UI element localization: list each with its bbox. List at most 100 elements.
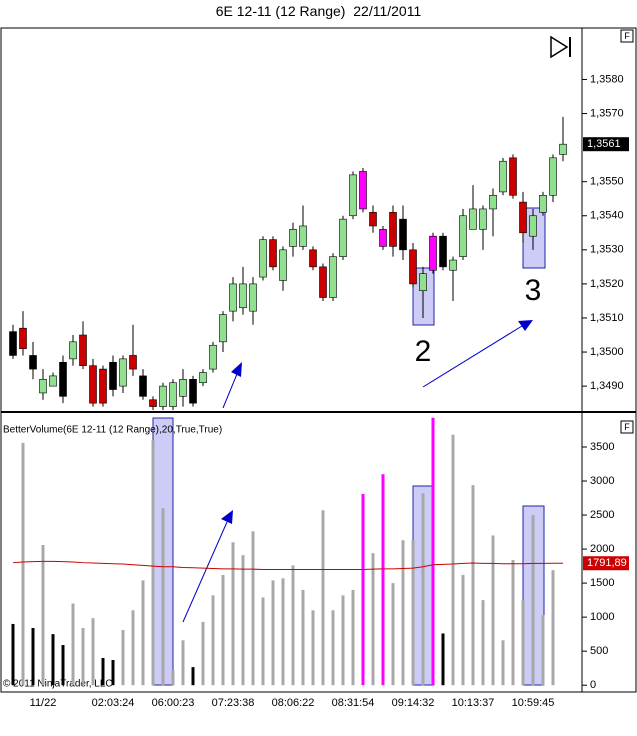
current-value-marker <box>583 137 629 152</box>
y-tick-label: 1500 <box>590 577 614 589</box>
panel-button-label[interactable]: F <box>624 31 630 41</box>
candle-body <box>549 157 557 196</box>
current-value-label: 1,3561 <box>587 138 621 150</box>
volume-bar <box>321 510 325 686</box>
arrow-head <box>221 510 233 524</box>
volume-bar <box>461 574 465 686</box>
volume-bar <box>211 595 215 686</box>
volume-bar <box>431 417 435 686</box>
panel-button-label[interactable]: F <box>624 422 630 432</box>
copyright: © 2011 NinjaTrader, LLC <box>3 679 113 690</box>
candle-body <box>89 365 97 404</box>
volume-bar <box>551 570 555 686</box>
candle-body <box>369 212 377 227</box>
candle-body <box>209 344 217 370</box>
y-tick-label: 2000 <box>590 543 614 555</box>
y-tick-label: 3000 <box>590 475 614 487</box>
candle-body <box>529 215 537 237</box>
volume-bar <box>271 580 275 686</box>
volume-bar <box>241 555 245 686</box>
volume-bar <box>251 531 255 686</box>
candle-body <box>429 235 437 271</box>
volume-bar <box>471 485 475 686</box>
candle-body <box>99 368 107 404</box>
volume-bar <box>301 589 305 686</box>
candle-body <box>319 266 327 298</box>
candle-body <box>229 283 237 312</box>
volume-bar <box>91 618 95 686</box>
y-tick-label: 1,3510 <box>590 312 624 324</box>
volume-bar <box>511 559 515 686</box>
candle-body <box>389 212 397 247</box>
candle-body <box>169 382 177 407</box>
average-line <box>12 560 564 570</box>
current-value-label: 1791,89 <box>587 557 627 569</box>
annotation: 2 <box>415 335 432 368</box>
volume-bar <box>281 578 285 686</box>
play-icon[interactable] <box>550 35 569 59</box>
x-tick-label: 08:31:54 <box>332 697 375 709</box>
volume-bar <box>131 610 135 686</box>
volume-bar <box>421 493 425 686</box>
scroll-end-button[interactable] <box>550 35 571 59</box>
volume-bar <box>61 645 65 686</box>
x-tick-label: 09:14:32 <box>392 697 435 709</box>
volume-bar <box>451 434 455 686</box>
candle-body <box>449 259 457 271</box>
volume-bar <box>171 670 175 686</box>
candle-body <box>59 361 67 397</box>
candle-body <box>559 143 567 155</box>
panel-button[interactable] <box>620 29 634 43</box>
arrow <box>222 373 238 409</box>
volume-bar <box>531 515 535 686</box>
candle-body <box>159 385 167 407</box>
volume-bar <box>371 553 375 686</box>
arrow-head <box>231 362 242 377</box>
panel-button[interactable] <box>620 420 634 434</box>
volume-bar <box>411 540 415 686</box>
candle-body <box>479 208 487 230</box>
volume-bar <box>481 600 485 686</box>
y-tick-label: 1,3570 <box>590 107 624 119</box>
candle-body <box>79 334 87 366</box>
candle-body <box>109 361 117 390</box>
y-tick-label: 1000 <box>590 611 614 623</box>
candle-body <box>49 375 57 387</box>
volume-bar <box>261 597 265 686</box>
candle-body <box>179 379 187 397</box>
annotation: 3 <box>525 274 542 307</box>
candle-body <box>19 327 27 349</box>
candle-body <box>219 314 227 343</box>
candle-body <box>239 283 247 309</box>
y-tick-label: 1,3530 <box>590 244 624 256</box>
candle-body <box>469 208 477 230</box>
volume-bar <box>201 621 205 686</box>
indicator-title: BetterVolume(6E 12-11 (12 Range),20,True… <box>3 425 222 436</box>
candle-body <box>139 375 147 397</box>
volume-bar <box>21 442 25 686</box>
candle-body <box>249 283 257 312</box>
volume-bar <box>491 535 495 686</box>
candle-body <box>289 229 297 247</box>
arrow <box>422 325 523 388</box>
volume-bar <box>441 633 445 686</box>
arrow-head <box>518 320 533 331</box>
volume-bar <box>311 610 315 686</box>
candle-body <box>9 331 17 356</box>
volume-bar <box>221 574 225 686</box>
candle-body <box>439 235 447 268</box>
volume-bar <box>521 600 525 686</box>
volume-bar <box>121 630 125 686</box>
volume-bar <box>351 589 355 686</box>
candle-body <box>339 218 347 257</box>
volume-bar <box>111 660 115 686</box>
arrow <box>182 521 228 623</box>
volume-bar <box>181 640 185 686</box>
volume-bar <box>341 595 345 686</box>
volume-bar <box>71 603 75 686</box>
candle-body <box>259 239 267 278</box>
candle-body <box>199 372 207 384</box>
x-tick-label: 10:13:37 <box>452 697 495 709</box>
volume-bar <box>31 628 35 686</box>
